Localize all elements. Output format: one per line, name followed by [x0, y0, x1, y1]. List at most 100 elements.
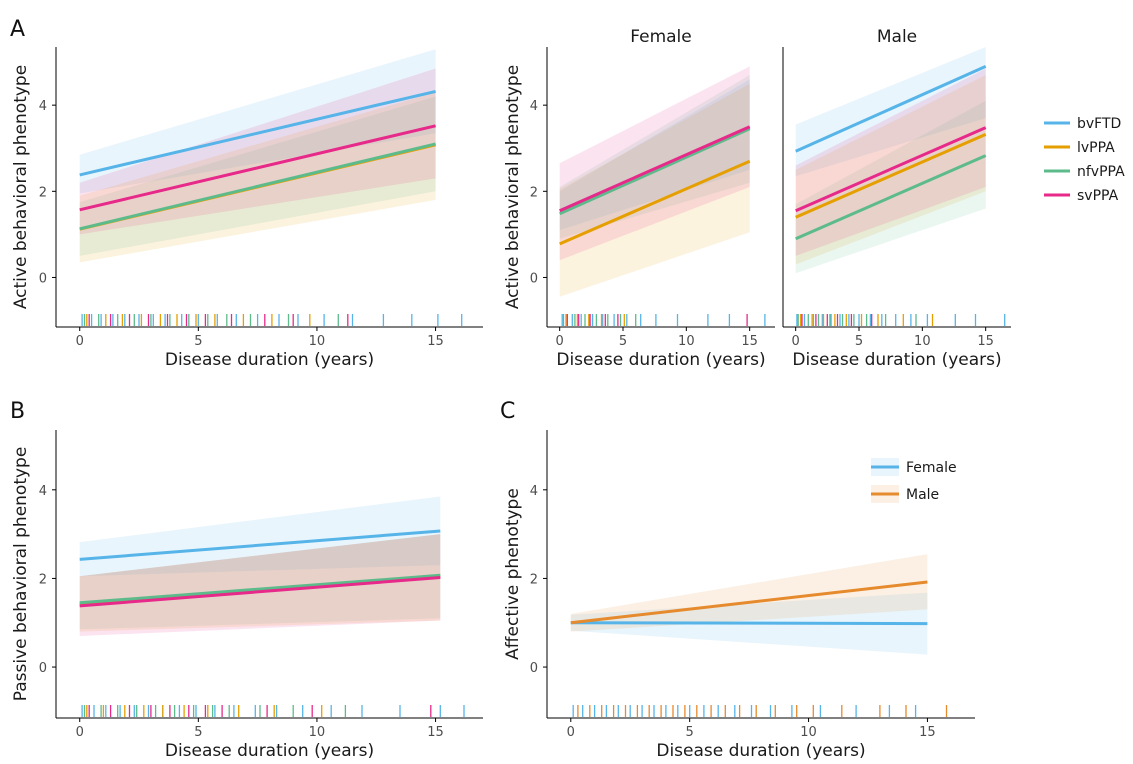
rug — [796, 314, 1006, 326]
y-axis-title: Affective phenotype — [503, 488, 523, 660]
trend-line-svPPA — [79, 124, 436, 212]
x-tick-label: 15 — [427, 334, 444, 349]
y-tick-label: 2 — [530, 572, 538, 587]
confidence-ribbon-lvPPA — [559, 83, 750, 297]
panel-letter: B — [10, 399, 25, 424]
x-tick-label: 0 — [567, 725, 575, 740]
trend-line-bvFTD — [79, 89, 436, 177]
lines — [79, 89, 436, 231]
x-axis-title: Disease duration (years) — [792, 350, 1001, 370]
legend-label-bvFTD: bvFTD — [1077, 116, 1121, 132]
legend-label-nfvPPA: nfvPPA — [1077, 164, 1125, 180]
y-axis-title: Active behavioral phenotype — [503, 65, 523, 309]
legend-label-Male: Male — [906, 487, 939, 503]
confidence-ribbon-lvPPA — [79, 534, 441, 632]
trend-line-Male — [570, 580, 928, 625]
y-tick-label: 2 — [39, 185, 47, 200]
y-tick-label: 4 — [530, 484, 538, 499]
legend-label-svPPA: svPPA — [1077, 188, 1119, 204]
x-tick-label: 5 — [855, 334, 863, 349]
x-tick-label: 15 — [741, 334, 758, 349]
x-tick-label: 0 — [76, 334, 84, 349]
rug — [561, 314, 766, 326]
x-tick-label: 15 — [919, 725, 936, 740]
lines — [79, 529, 441, 608]
trend-line-nfvPPA — [795, 154, 987, 241]
confidence-ribbon-svPPA — [79, 68, 436, 235]
ribbons — [570, 554, 928, 655]
confidence-ribbon-svPPA — [795, 68, 986, 256]
y-tick-label: 4 — [39, 484, 47, 499]
confidence-ribbon-svPPA — [79, 534, 441, 636]
panel-B: B 0 5 10 15 0 2 4 Disease duration (years) Passiv… — [10, 399, 483, 761]
panel-letter: C — [500, 399, 515, 424]
x-tick-label: 10 — [309, 725, 326, 740]
y-tick-label: 2 — [39, 572, 47, 587]
trend-line-nfvPPA — [79, 142, 436, 231]
x-axis-title: Disease duration (years) — [656, 741, 865, 761]
x-tick-label: 10 — [309, 334, 326, 349]
confidence-ribbon-svPPA — [559, 66, 750, 261]
legend-sex: Female Male — [871, 458, 957, 503]
trend-line-nfvPPA — [559, 127, 751, 216]
legend-label-Female: Female — [906, 460, 957, 476]
panel-C: C 0 5 10 15 0 2 4 Disease duration (years) Affect… — [500, 399, 975, 761]
x-tick-label: 0 — [792, 334, 800, 349]
y-axis-title: Active behavioral phenotype — [11, 65, 31, 309]
y-tick-label: 0 — [530, 661, 538, 676]
x-tick-label: 10 — [914, 334, 931, 349]
confidence-ribbon-nfvPPA — [79, 534, 441, 630]
panel-A-female: Female 0 5 10 15 0 2 4 Disease duration (years) A… — [503, 27, 775, 370]
rug — [572, 705, 948, 717]
ribbons — [79, 496, 441, 636]
y-tick-label: 0 — [39, 661, 47, 676]
panel-A-left: A 0 5 10 15 0 2 4 Disease duration (years) Active… — [10, 17, 483, 370]
y-tick-label: 0 — [39, 271, 47, 286]
confidence-ribbon-nfvPPA — [79, 96, 436, 256]
x-axis-title: Disease duration (years) — [556, 350, 765, 370]
strip-title: Female — [630, 27, 691, 47]
strip-title: Male — [877, 27, 917, 47]
x-tick-label: 5 — [619, 334, 627, 349]
legend-diagnosis: bvFTD lvPPA nfvPPA svPPA — [1044, 116, 1125, 204]
y-tick-label: 2 — [530, 185, 538, 200]
trend-line-svPPA — [795, 126, 987, 213]
trend-line-svPPA — [559, 125, 751, 213]
x-tick-label: 10 — [678, 334, 695, 349]
x-axis-title: Disease duration (years) — [165, 741, 374, 761]
panel-letter: A — [10, 17, 25, 42]
x-tick-label: 10 — [800, 725, 817, 740]
lines — [795, 65, 987, 241]
ribbons — [79, 49, 436, 263]
x-tick-label: 0 — [76, 725, 84, 740]
y-axis-title: Passive behavioral phenotype — [11, 447, 31, 702]
legend-label-lvPPA: lvPPA — [1077, 140, 1115, 156]
x-tick-label: 5 — [686, 725, 694, 740]
x-tick-label: 5 — [194, 725, 202, 740]
trend-line-svPPA — [79, 576, 441, 608]
x-axis-title: Disease duration (years) — [165, 350, 374, 370]
ribbons — [559, 66, 750, 297]
x-tick-label: 0 — [556, 334, 564, 349]
confidence-ribbon-nfvPPA — [559, 75, 750, 239]
ribbons — [795, 47, 986, 274]
x-tick-label: 5 — [194, 334, 202, 349]
x-tick-label: 15 — [977, 334, 994, 349]
trend-line-bvFTD — [795, 65, 987, 153]
y-tick-label: 4 — [39, 99, 47, 114]
confidence-ribbon-nfvPPA — [795, 100, 986, 274]
confidence-ribbon-bvFTD — [79, 496, 441, 577]
lines — [570, 580, 928, 626]
trend-line-nfvPPA — [79, 573, 441, 605]
y-tick-label: 0 — [530, 271, 538, 286]
trend-line-lvPPA — [795, 133, 987, 219]
rug — [81, 705, 465, 717]
y-tick-label: 4 — [530, 99, 538, 114]
confidence-ribbon-bvFTD — [795, 47, 986, 177]
lines — [559, 125, 751, 246]
trend-line-bvFTD — [79, 529, 441, 561]
trend-line-lvPPA — [559, 159, 751, 246]
trend-line-Female — [570, 621, 928, 626]
